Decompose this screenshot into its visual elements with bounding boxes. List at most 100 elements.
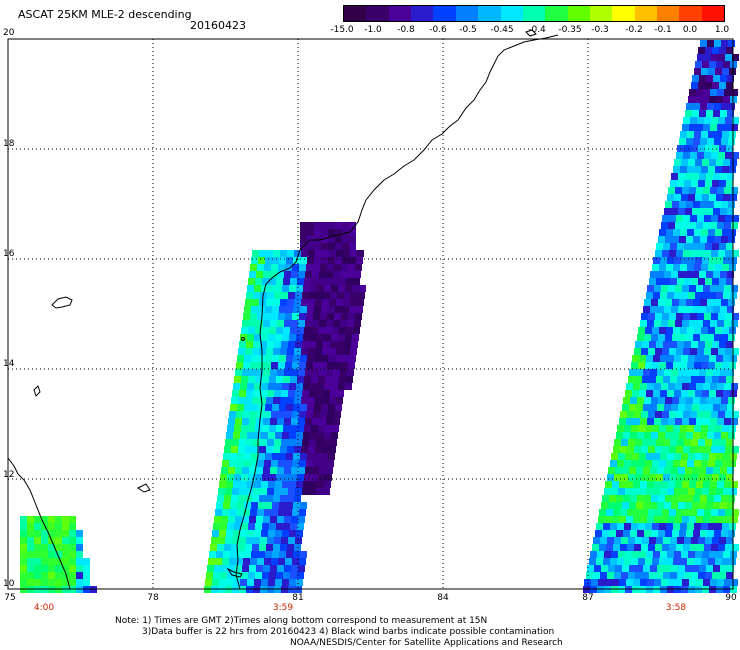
- swath-cell: [316, 390, 323, 397]
- swath-cell: [675, 222, 682, 229]
- swath-cell: [314, 222, 321, 229]
- swath-cell: [48, 558, 55, 565]
- swath-cell: [262, 523, 269, 530]
- swath-cell: [622, 404, 629, 411]
- swath-cell: [728, 530, 735, 537]
- swath-cell: [645, 362, 652, 369]
- swath-cell: [686, 397, 693, 404]
- swath-cell: [211, 537, 218, 544]
- swath-cell: [299, 509, 306, 516]
- swath-cell: [686, 334, 693, 341]
- swath-cell: [720, 110, 727, 117]
- swath-cell: [279, 404, 286, 411]
- colorbar-segment: [545, 6, 568, 21]
- swath-cell: [338, 383, 345, 390]
- swath-cell: [289, 383, 296, 390]
- swath-cell: [694, 68, 701, 75]
- swath-cell: [278, 460, 285, 467]
- swath-cell: [271, 362, 278, 369]
- swath-cell: [282, 432, 289, 439]
- swath-cell: [619, 418, 626, 425]
- swath-cell: [684, 572, 691, 579]
- swath-cell: [335, 404, 342, 411]
- swath-cell: [683, 509, 690, 516]
- swath-cell: [717, 222, 724, 229]
- swath-cell: [704, 544, 711, 551]
- swath-cell: [680, 362, 687, 369]
- swath-cell: [636, 565, 643, 572]
- swath-cell: [264, 362, 271, 369]
- swath-cell: [659, 460, 666, 467]
- swath-cell: [338, 334, 345, 341]
- swath-cell: [714, 334, 721, 341]
- swath-cell: [245, 544, 252, 551]
- swath-cell: [272, 551, 279, 558]
- swath-cell: [665, 397, 672, 404]
- swath-cell: [287, 544, 294, 551]
- swath-cell: [694, 264, 701, 271]
- swath-cell: [244, 404, 251, 411]
- swath-cell: [337, 390, 344, 397]
- swath-cell: [327, 264, 334, 271]
- swath-cell: [311, 376, 318, 383]
- swath-cell: [606, 544, 613, 551]
- swath-cell: [285, 558, 292, 565]
- swath-cell: [670, 243, 677, 250]
- swath-cell: [659, 558, 666, 565]
- swath-cell: [258, 502, 265, 509]
- swath-cell: [62, 544, 69, 551]
- swath-cell: [318, 474, 325, 481]
- swath-cell: [705, 278, 712, 285]
- swath-cell: [720, 502, 727, 509]
- swath-cell: [287, 495, 294, 502]
- swath-cell: [704, 250, 711, 257]
- swath-cell: [669, 411, 676, 418]
- swath-cell: [282, 334, 289, 341]
- swath-cell: [679, 201, 686, 208]
- swath-cell: [20, 572, 27, 579]
- swath-cell: [704, 313, 711, 320]
- swath-cell: [616, 495, 623, 502]
- swath-cell: [258, 257, 265, 264]
- swath-cell: [296, 285, 303, 292]
- swath-cell: [316, 439, 323, 446]
- swath-cell: [281, 488, 288, 495]
- swath-cell: [349, 236, 356, 243]
- swath-cell: [685, 208, 692, 215]
- swath-cell: [225, 439, 232, 446]
- swath-cell: [642, 341, 649, 348]
- swath-cell: [262, 278, 269, 285]
- swath-cell: [288, 390, 295, 397]
- swath-cell: [601, 502, 608, 509]
- swath-cell: [627, 509, 634, 516]
- swath-cell: [637, 530, 644, 537]
- swath-cell: [236, 411, 243, 418]
- swath-cell: [701, 425, 708, 432]
- swath-cell: [658, 299, 665, 306]
- swath-cell: [244, 502, 251, 509]
- swath-cell: [683, 446, 690, 453]
- swath-cell: [55, 544, 62, 551]
- swath-cell: [241, 523, 248, 530]
- swath-cell: [727, 404, 734, 411]
- swath-cell: [710, 89, 717, 96]
- swath-cell: [34, 523, 41, 530]
- colorbar-tick-label: -0.6: [429, 25, 447, 35]
- swath-cell: [277, 467, 284, 474]
- swath-cell: [654, 285, 661, 292]
- swath-cell: [669, 313, 676, 320]
- swath-cell: [635, 376, 642, 383]
- swath-cell: [701, 460, 708, 467]
- swath-cell: [273, 446, 280, 453]
- swath-cell: [324, 334, 331, 341]
- swath-cell: [687, 327, 694, 334]
- swath-cell: [656, 341, 663, 348]
- swath-cell: [658, 334, 665, 341]
- swath-cell: [619, 516, 626, 523]
- swath-cell: [705, 376, 712, 383]
- swath-cell: [677, 572, 684, 579]
- swath-cell: [623, 530, 630, 537]
- swath-cell: [271, 558, 278, 565]
- swath-cell: [20, 544, 27, 551]
- swath-cell: [242, 369, 249, 376]
